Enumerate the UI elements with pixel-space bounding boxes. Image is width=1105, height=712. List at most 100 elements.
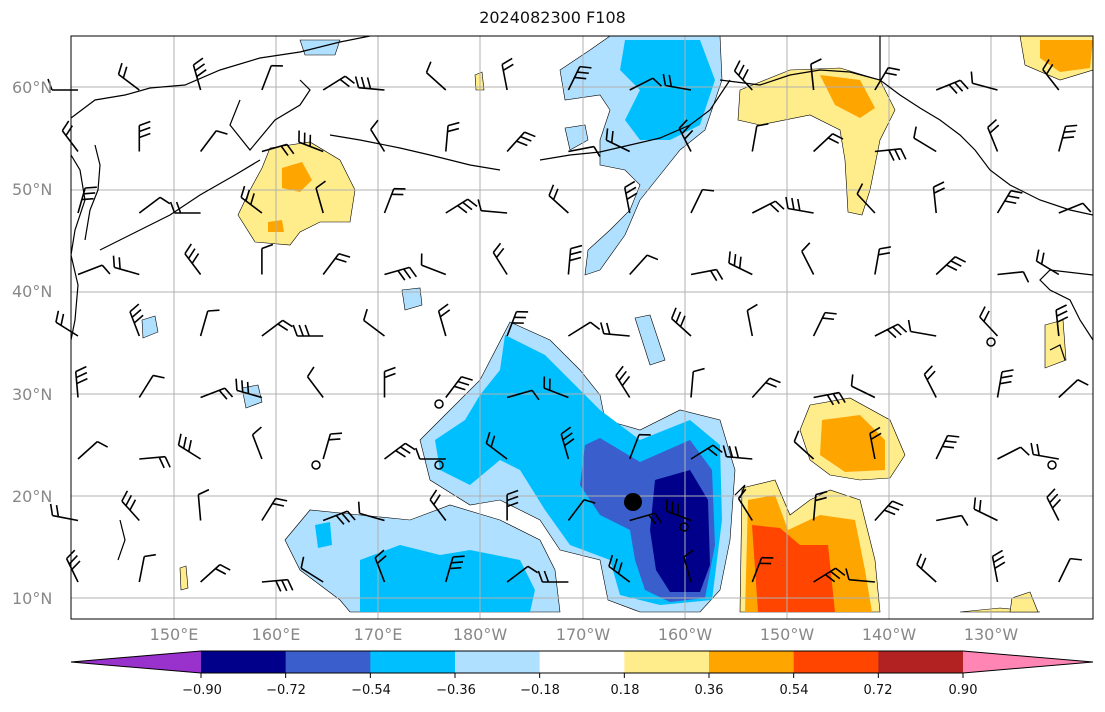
wind-barb-icon (543, 376, 569, 399)
wind-barb-icon (199, 129, 228, 152)
wind-barb-icon (506, 489, 519, 521)
colorbar-segment (455, 651, 541, 673)
wind-barb-icon (429, 489, 447, 521)
wind-barb-icon (690, 188, 715, 214)
map-frame (70, 35, 1094, 620)
wind-barb-icon (506, 389, 540, 401)
colorbar-segment (201, 651, 287, 673)
wind-barb-icon (200, 563, 231, 583)
plot-title: 2024082300 F108 (479, 8, 626, 27)
wind-barb-icon (61, 120, 79, 152)
colorbar-tick: 0.90 (948, 683, 978, 698)
wind-barb-icon (445, 198, 478, 214)
wind-barb-icon (425, 61, 447, 91)
wind-barb-icon (261, 319, 293, 337)
wind-barb-icon (77, 186, 97, 214)
wind-barb-icon (935, 79, 969, 94)
wind-barb-icon (138, 120, 151, 152)
wind-barb-icon (869, 426, 882, 460)
wind-barb-icon (722, 445, 753, 460)
wind-barb-icon (184, 243, 202, 275)
wind-barb-icon (874, 246, 892, 275)
wind-barb-icon (537, 570, 569, 583)
calm-circle-icon (311, 460, 321, 470)
wind-barb-icon (445, 555, 465, 583)
wind-barb-icon (1035, 249, 1060, 276)
wind-barb-icon (1046, 488, 1062, 521)
wind-barb-icon (121, 490, 140, 522)
wind-barb-icon (662, 73, 692, 91)
lon-label: 160°W (657, 625, 713, 644)
wind-barb-icon (415, 447, 446, 460)
wind-barb-icon (55, 310, 79, 337)
lon-label: 150°E (149, 625, 199, 644)
wind-barb-icon (240, 185, 263, 214)
wind-barb-icon (785, 196, 814, 214)
pos-anomaly-e-core (820, 415, 885, 472)
colorbar-tick: 0.18 (610, 683, 640, 698)
calm-circle-icon (1047, 460, 1057, 470)
colorbar-tick: −0.36 (436, 683, 476, 698)
wind-barb-icon (935, 256, 967, 276)
wind-barb-icon (665, 499, 692, 522)
wind-barb-icon (813, 133, 844, 153)
neg-anomaly-blob7 (1044, 319, 1067, 369)
wind-barb-icon (139, 455, 171, 469)
graticule (71, 36, 1093, 619)
colorbar-tick: −0.72 (266, 683, 306, 698)
wind-barb-icon (683, 549, 694, 583)
wind-barb-icon (49, 503, 79, 522)
wind-barb-icon (112, 255, 140, 276)
storm-center-icon (624, 493, 642, 511)
lat-label: 50°N (12, 180, 53, 199)
wind-barb-icon (548, 184, 569, 214)
wind-barb-icon (169, 201, 201, 214)
wind-barb-icon (200, 387, 234, 400)
colorbar-segment (285, 651, 371, 673)
wind-barb-icon (678, 119, 694, 152)
wind-barb-icon (737, 488, 753, 521)
neg-anomaly-north-core (620, 40, 715, 140)
colorbar-segment (878, 651, 964, 673)
wind-barb-icon (623, 180, 638, 214)
colorbar-tick: −0.90 (182, 683, 222, 698)
colorbar-extend-min (71, 651, 201, 673)
wind-barb-icon (801, 242, 815, 275)
wind-barb-icon (629, 512, 663, 525)
wind-barb-icon (746, 303, 758, 337)
wind-barb-icon (923, 365, 937, 398)
pos-anomaly-s-red (752, 525, 835, 612)
calm-circle-icon (434, 399, 444, 409)
wind-barb-icon (850, 374, 876, 399)
wind-barb-icon (615, 365, 631, 398)
shaded-field (141, 36, 1093, 613)
pos-anomaly-small3 (1009, 591, 1039, 613)
wind-barb-icon (138, 196, 171, 214)
wind-barb-icon (996, 189, 1023, 214)
wind-barb-icon (605, 128, 631, 153)
wind-barb-icon (813, 391, 846, 406)
lon-label: 160°E (251, 625, 301, 644)
wind-barbs (47, 57, 1092, 592)
pos-anomaly-topright-core (1040, 40, 1093, 72)
wind-barb-icon (300, 556, 324, 583)
wind-barb-icon (810, 58, 822, 91)
wind-barb-icon (628, 433, 651, 460)
wind-barb-icon (916, 553, 937, 583)
lon-label: 140°W (861, 625, 917, 644)
wind-barb-icon (793, 430, 815, 460)
lat-label: 40°N (12, 282, 53, 301)
wind-barb-icon (567, 321, 601, 337)
wind-barb-icon (1030, 442, 1059, 460)
wind-barb-icon (751, 200, 785, 214)
wind-barb-icon (845, 568, 875, 583)
wind-barb-icon (129, 303, 144, 337)
wind-barb-icon (117, 62, 140, 91)
wind-barb-icon (445, 121, 460, 152)
colorbar-tick: −0.54 (351, 683, 391, 698)
wind-barb-icon (501, 57, 514, 91)
wind-barb-icon (608, 554, 631, 583)
neg-anomaly-central-navy (650, 470, 710, 592)
wind-barb-icon (292, 324, 324, 337)
wind-barb-icon (935, 434, 960, 460)
